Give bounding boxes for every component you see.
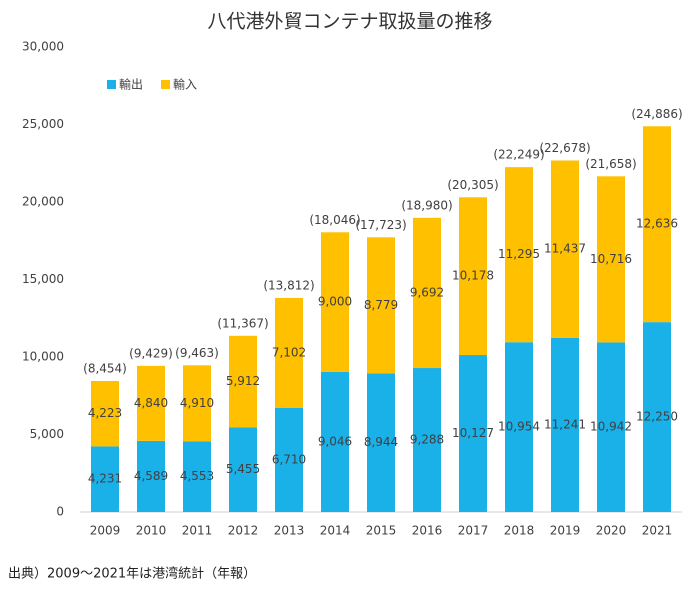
bar-segment: [459, 197, 487, 356]
data-label: 4,589: [134, 469, 168, 483]
data-label: 12,636: [636, 217, 678, 231]
bar-segment: [597, 342, 625, 512]
data-label: 4,840: [134, 396, 168, 410]
source-note: 出典）2009～2021年は港湾統計（年報）: [8, 566, 256, 582]
data-label: 10,127: [452, 426, 494, 440]
y-tick-label: 10,000: [22, 350, 64, 364]
x-tick-label: 2018: [504, 524, 535, 538]
y-tick-label: 25,000: [22, 117, 64, 131]
total-label: (20,305): [447, 178, 498, 192]
total-label: (18,980): [401, 198, 452, 212]
data-label: 4,910: [180, 396, 214, 410]
bar-segment: [275, 297, 303, 408]
x-tick-label: 2020: [596, 524, 627, 538]
data-label: 8,779: [364, 298, 398, 312]
bar-segment: [91, 446, 119, 512]
total-label: (21,658): [585, 157, 636, 171]
total-label: (18,046): [309, 213, 360, 227]
bar-segment: [551, 337, 579, 512]
bar-segment: [413, 217, 441, 369]
y-tick-label: 30,000: [22, 40, 64, 54]
data-label: 7,102: [272, 345, 306, 359]
legend-swatch: [107, 80, 116, 89]
x-tick-label: 2021: [642, 524, 673, 538]
data-label: 10,942: [590, 420, 632, 434]
x-tick-label: 2010: [136, 524, 167, 538]
bar-segment: [459, 355, 487, 512]
bar-segment: [643, 322, 671, 512]
bar-segment: [229, 335, 257, 428]
total-label: (9,429): [129, 346, 173, 360]
bar-segment: [505, 342, 533, 512]
total-label: (17,723): [355, 218, 406, 232]
total-label: (22,678): [539, 141, 590, 155]
total-label: (22,249): [493, 148, 544, 162]
legend-label: 輸出: [119, 77, 143, 92]
bar-segment: [183, 365, 211, 442]
bar-segment: [551, 160, 579, 338]
data-label: 8,944: [364, 435, 398, 449]
total-label: (24,886): [631, 107, 682, 121]
data-label: 11,241: [544, 417, 586, 431]
bar-segment: [321, 232, 349, 372]
data-label: 9,046: [318, 434, 352, 448]
bar-segment: [597, 176, 625, 343]
bar-segment: [275, 407, 303, 512]
bar-segment: [413, 368, 441, 512]
bar-segment: [229, 427, 257, 512]
bar-segment: [321, 371, 349, 512]
x-tick-label: 2011: [182, 524, 213, 538]
total-label: (8,454): [83, 361, 127, 375]
bar-segment: [505, 167, 533, 343]
data-label: 4,553: [180, 469, 214, 483]
x-tick-label: 2016: [412, 524, 443, 538]
legend-swatch: [161, 80, 170, 89]
bar-segment: [183, 441, 211, 512]
bar-segment: [643, 126, 671, 323]
data-label: 12,250: [636, 410, 678, 424]
x-tick-label: 2012: [228, 524, 259, 538]
bar-segment: [367, 237, 395, 374]
x-tick-label: 2009: [90, 524, 121, 538]
chart-title: 八代港外貿コンテナ取扱量の推移: [207, 11, 492, 33]
x-tick-label: 2013: [274, 524, 305, 538]
data-label: 11,295: [498, 247, 540, 261]
bar-segment: [137, 365, 165, 441]
data-label: 6,710: [272, 452, 306, 466]
data-label: 4,231: [88, 472, 122, 486]
y-tick-label: 15,000: [22, 272, 64, 286]
data-label: 11,437: [544, 242, 586, 256]
y-tick-label: 0: [56, 505, 64, 519]
data-label: 4,223: [88, 406, 122, 420]
total-label: (9,463): [175, 346, 219, 360]
data-label: 5,912: [226, 374, 260, 388]
total-label: (13,812): [263, 278, 314, 292]
y-tick-label: 5,000: [30, 427, 64, 441]
bar-segment: [137, 440, 165, 512]
x-tick-label: 2019: [550, 524, 581, 538]
data-label: 10,716: [590, 252, 632, 266]
total-label: (11,367): [217, 316, 268, 330]
data-label: 9,288: [410, 433, 444, 447]
data-label: 10,178: [452, 269, 494, 283]
legend-label: 輸入: [173, 77, 197, 92]
bar-segment: [91, 380, 119, 447]
x-tick-label: 2014: [320, 524, 351, 538]
data-label: 9,692: [410, 285, 444, 299]
data-label: 9,000: [318, 295, 352, 309]
data-label: 10,954: [498, 420, 540, 434]
x-tick-label: 2017: [458, 524, 489, 538]
data-label: 5,455: [226, 462, 260, 476]
x-tick-label: 2015: [366, 524, 397, 538]
y-tick-label: 20,000: [22, 195, 64, 209]
bar-segment: [367, 373, 395, 512]
